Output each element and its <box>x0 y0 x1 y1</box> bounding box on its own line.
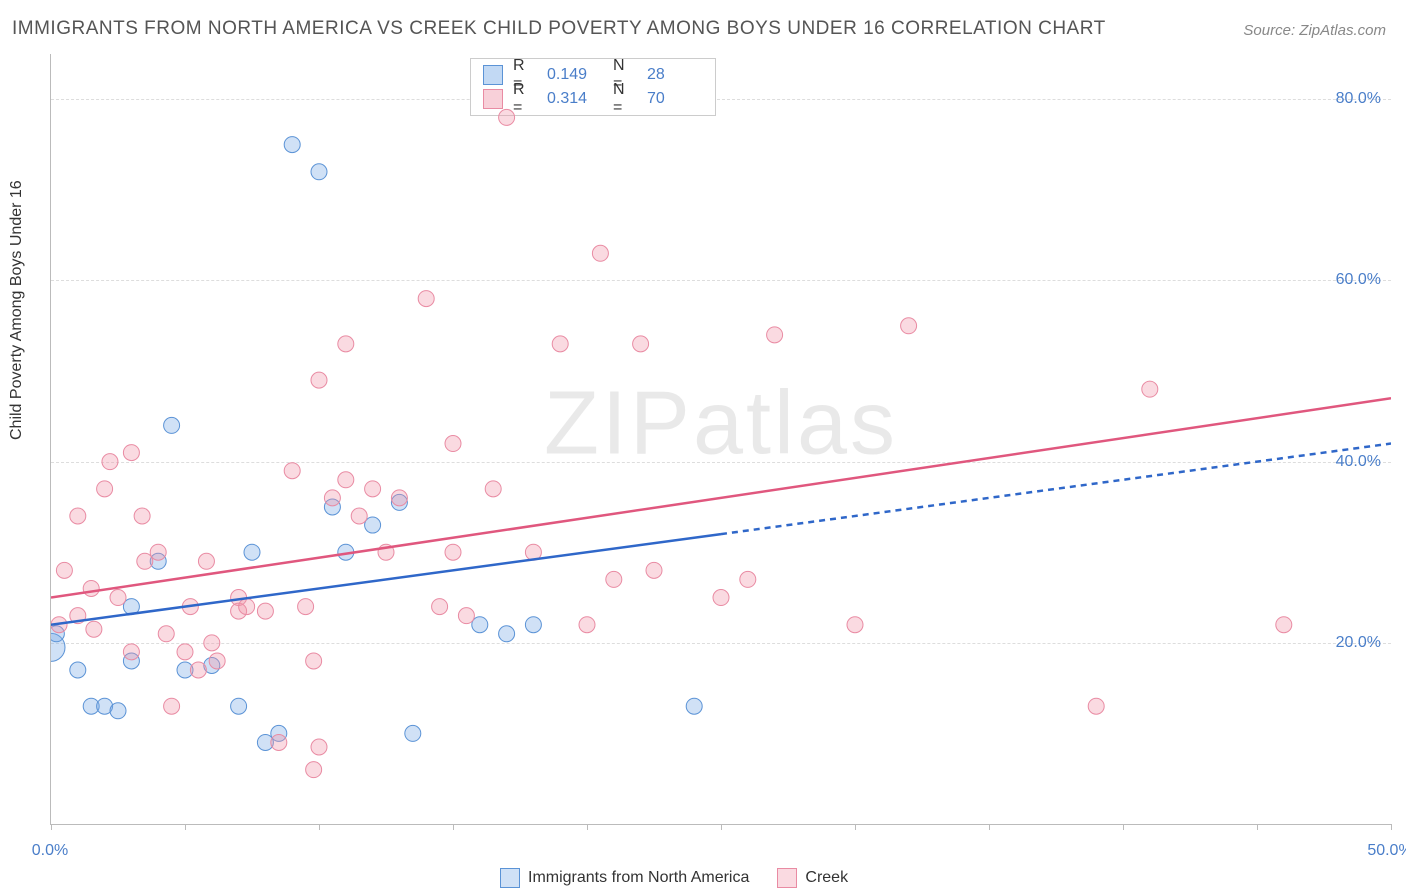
x-tick <box>1257 824 1258 830</box>
scatter-point <box>311 164 327 180</box>
trend-line-dashed <box>721 444 1391 535</box>
scatter-point <box>70 662 86 678</box>
scatter-point <box>740 571 756 587</box>
scatter-point <box>271 734 287 750</box>
scatter-point <box>579 617 595 633</box>
scatter-point <box>472 617 488 633</box>
scatter-point <box>83 580 99 596</box>
scatter-point <box>1142 381 1158 397</box>
scatter-point <box>847 617 863 633</box>
scatter-point <box>284 463 300 479</box>
scatter-point <box>137 553 153 569</box>
legend-series-label: Creek <box>805 869 848 887</box>
scatter-point <box>365 481 381 497</box>
scatter-point <box>458 608 474 624</box>
legend-swatch <box>500 868 520 888</box>
scatter-point <box>432 599 448 615</box>
trend-line <box>51 398 1391 597</box>
scatter-point <box>97 481 113 497</box>
scatter-point <box>633 336 649 352</box>
scatter-point <box>445 544 461 560</box>
x-tick <box>1391 824 1392 830</box>
scatter-point <box>110 590 126 606</box>
legend-series-label: Immigrants from North America <box>528 869 749 887</box>
scatter-point <box>365 517 381 533</box>
scatter-point <box>56 562 72 578</box>
scatter-point <box>164 417 180 433</box>
scatter-point <box>244 544 260 560</box>
chart-title: IMMIGRANTS FROM NORTH AMERICA VS CREEK C… <box>12 18 1106 40</box>
scatter-point <box>525 617 541 633</box>
scatter-point <box>606 571 622 587</box>
scatter-point <box>198 553 214 569</box>
scatter-point <box>209 653 225 669</box>
scatter-point <box>499 109 515 125</box>
x-tick <box>185 824 186 830</box>
scatter-point <box>86 621 102 637</box>
scatter-point <box>102 454 118 470</box>
plot-svg <box>51 54 1391 824</box>
x-tick <box>855 824 856 830</box>
scatter-point <box>767 327 783 343</box>
x-tick-label: 0.0% <box>32 842 68 860</box>
scatter-point <box>177 644 193 660</box>
x-tick <box>989 824 990 830</box>
source-label: Source: ZipAtlas.com <box>1243 22 1386 39</box>
scatter-point <box>134 508 150 524</box>
scatter-point <box>646 562 662 578</box>
scatter-point <box>1276 617 1292 633</box>
x-tick <box>1123 824 1124 830</box>
scatter-point <box>110 703 126 719</box>
x-tick <box>453 824 454 830</box>
scatter-point <box>391 490 407 506</box>
chart-container: IMMIGRANTS FROM NORTH AMERICA VS CREEK C… <box>0 0 1406 892</box>
scatter-point <box>351 508 367 524</box>
plot-area: ZIPatlas 20.0%40.0%60.0%80.0% <box>50 54 1391 825</box>
legend-item: Immigrants from North America <box>500 868 749 888</box>
scatter-point <box>499 626 515 642</box>
scatter-point <box>306 762 322 778</box>
scatter-point <box>298 599 314 615</box>
scatter-point <box>713 590 729 606</box>
scatter-point <box>204 635 220 651</box>
scatter-point <box>901 318 917 334</box>
scatter-point <box>338 336 354 352</box>
scatter-point <box>445 436 461 452</box>
scatter-point <box>239 599 255 615</box>
x-tick <box>51 824 52 830</box>
scatter-point <box>418 291 434 307</box>
scatter-point <box>552 336 568 352</box>
legend-item: Creek <box>777 868 848 888</box>
scatter-point <box>338 472 354 488</box>
scatter-point <box>164 698 180 714</box>
scatter-point <box>485 481 501 497</box>
legend-series: Immigrants from North America Creek <box>500 868 848 888</box>
scatter-point <box>190 662 206 678</box>
y-axis-label: Child Poverty Among Boys Under 16 <box>8 180 26 440</box>
scatter-point <box>1088 698 1104 714</box>
scatter-point <box>592 245 608 261</box>
scatter-point <box>311 372 327 388</box>
scatter-point <box>123 445 139 461</box>
scatter-point <box>284 137 300 153</box>
scatter-point <box>150 544 166 560</box>
scatter-point <box>70 508 86 524</box>
x-tick <box>319 824 320 830</box>
scatter-point <box>686 698 702 714</box>
scatter-point <box>324 490 340 506</box>
x-tick <box>721 824 722 830</box>
scatter-point <box>405 725 421 741</box>
scatter-point <box>257 603 273 619</box>
scatter-point <box>123 644 139 660</box>
scatter-point <box>231 698 247 714</box>
x-tick <box>587 824 588 830</box>
scatter-point <box>306 653 322 669</box>
x-tick-label: 50.0% <box>1367 842 1406 860</box>
legend-swatch <box>777 868 797 888</box>
scatter-point <box>311 739 327 755</box>
scatter-point <box>158 626 174 642</box>
